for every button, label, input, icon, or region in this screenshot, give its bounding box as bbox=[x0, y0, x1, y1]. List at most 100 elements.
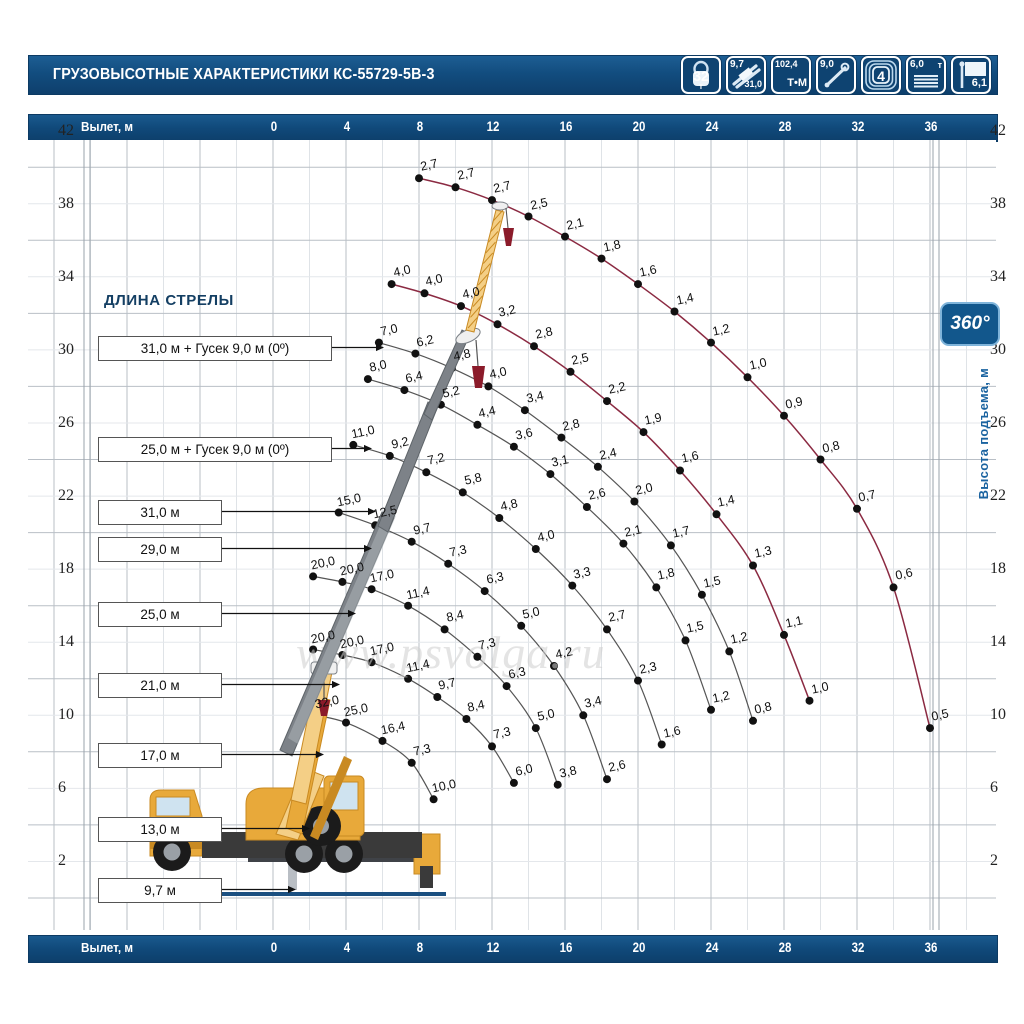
x-tick-top-28: 28 bbox=[778, 119, 792, 134]
x-tick-bottom-36: 36 bbox=[924, 940, 938, 955]
point-label: 2,5 bbox=[528, 194, 549, 213]
y-tick-right-18: 18 bbox=[990, 560, 1006, 578]
load-moment-badge-bottom-text: Т•М bbox=[787, 77, 807, 89]
point-label: 1,2 bbox=[711, 320, 731, 339]
legend-item-2[interactable]: 31,0 м bbox=[98, 500, 222, 525]
load-moment-badge-top-text: 102,4 bbox=[775, 59, 798, 69]
y-tick-left-30: 30 bbox=[58, 340, 74, 358]
y-tick-left-10: 10 bbox=[58, 706, 74, 724]
x-tick-top-32: 32 bbox=[851, 119, 865, 134]
y-tick-right-6: 6 bbox=[990, 779, 998, 797]
legend-item-5[interactable]: 21,0 м bbox=[98, 673, 222, 698]
legend-item-label: 21,0 м bbox=[140, 678, 180, 693]
x-tick-top-16: 16 bbox=[559, 119, 573, 134]
counterweight-badge: 6,0 т bbox=[906, 56, 946, 94]
jib-length-badge: 9,0 bbox=[816, 56, 856, 94]
y-tick-right-26: 26 bbox=[990, 413, 1006, 431]
y-tick-left-42: 42 bbox=[58, 121, 74, 139]
max-load-badge: 32 т bbox=[681, 56, 721, 94]
x-tick-top-4: 4 bbox=[343, 119, 351, 134]
legend-item-7[interactable]: 13,0 м bbox=[98, 817, 222, 842]
x-tick-bottom-0: 0 bbox=[270, 940, 278, 955]
boom-length-badge: 9,7 31,0 bbox=[726, 56, 766, 94]
x-tick-top-8: 8 bbox=[416, 119, 424, 134]
x-axis-top: Вылет, м 0 4 8 12 16 20 24 28 32 36 bbox=[28, 114, 998, 142]
x-tick-bottom-4: 4 bbox=[343, 940, 351, 955]
y-tick-left-26: 26 bbox=[58, 413, 74, 431]
y-tick-left-38: 38 bbox=[58, 194, 74, 212]
legend-item-4[interactable]: 25,0 м bbox=[98, 602, 222, 627]
spec-badge-group: 32 т 9,7 31,0 102,4 Т•М 9,0 4 6,0 т 6,1 bbox=[681, 56, 991, 94]
y-tick-left-34: 34 bbox=[58, 267, 74, 285]
outrigger-span-badge-bottom-text: 6,1 bbox=[971, 77, 987, 89]
y-tick-right-38: 38 bbox=[990, 194, 1006, 212]
y-tick-right-14: 14 bbox=[990, 633, 1006, 651]
legend-item-3[interactable]: 29,0 м bbox=[98, 537, 222, 562]
x-tick-bottom-8: 8 bbox=[416, 940, 424, 955]
legend-item-label: 25,0 м + Гусек 9,0 м (0º) bbox=[140, 442, 290, 457]
x-tick-bottom-32: 32 bbox=[851, 940, 865, 955]
y-tick-right-22: 22 bbox=[990, 487, 1006, 505]
x-tick-bottom-16: 16 bbox=[559, 940, 573, 955]
point-label: 2,1 bbox=[565, 214, 585, 233]
x-axis-bottom: Вылет, м 0 4 8 12 16 20 24 28 32 36 bbox=[28, 935, 998, 963]
legend-item-label: 29,0 м bbox=[140, 542, 180, 557]
x-tick-top-24: 24 bbox=[705, 119, 719, 134]
x-tick-bottom-28: 28 bbox=[778, 940, 792, 955]
x-tick-bottom-20: 20 bbox=[632, 940, 646, 955]
point-label: 1,6 bbox=[661, 722, 682, 741]
legend-item-label: 31,0 м bbox=[140, 505, 180, 520]
y-tick-right-10: 10 bbox=[990, 706, 1006, 724]
point-label: 2,0 bbox=[634, 479, 655, 498]
x-axis-top-label: Вылет, м bbox=[81, 119, 134, 134]
point-label: 1,4 bbox=[674, 289, 695, 308]
legend-item-label: 17,0 м bbox=[140, 748, 180, 763]
x-tick-top-20: 20 bbox=[632, 119, 646, 134]
legend-item-0[interactable]: 31,0 м + Гусек 9,0 м (0º) bbox=[98, 336, 332, 361]
point-label: 1,8 bbox=[601, 236, 622, 255]
y-tick-left-14: 14 bbox=[58, 633, 74, 651]
point-label: 0,8 bbox=[820, 437, 841, 456]
boom-length-badge-bottom-text: 31,0 bbox=[744, 79, 762, 89]
point-label: 2,3 bbox=[638, 658, 658, 677]
boom-sections-badge: 4 bbox=[861, 56, 901, 94]
counterweight-badge-top-text: 6,0 bbox=[910, 59, 924, 70]
load-moment-badge: 102,4 Т•М bbox=[771, 56, 811, 94]
chart-grid bbox=[28, 140, 996, 930]
x-tick-top-0: 0 bbox=[270, 119, 278, 134]
legend-arrows bbox=[222, 343, 384, 894]
outrigger-span-badge: 6,1 bbox=[951, 56, 991, 94]
point-label: 1,0 bbox=[809, 679, 830, 697]
y-tick-right-34: 34 bbox=[990, 267, 1006, 285]
title-bar: ГРУЗОВЫСОТНЫЕ ХАРАКТЕРИСТИКИ КС-55729-5В… bbox=[28, 55, 998, 95]
point-label: 6,2 bbox=[415, 331, 436, 350]
chart-plot-area: ДЛИНА СТРЕЛЫ 360° Высота подъема, м www.… bbox=[28, 122, 1006, 930]
legend-item-label: 31,0 м + Гусек 9,0 м (0º) bbox=[140, 341, 290, 356]
page-title: ГРУЗОВЫСОТНЫЕ ХАРАКТЕРИСТИКИ КС-55729-5В… bbox=[52, 66, 435, 83]
y-tick-right-2: 2 bbox=[990, 852, 998, 870]
legend-item-8[interactable]: 9,7 м bbox=[98, 878, 222, 903]
x-tick-top-12: 12 bbox=[486, 119, 500, 134]
max-load-badge-bottom-text: 32 bbox=[693, 68, 709, 84]
y-tick-left-22: 22 bbox=[58, 487, 74, 505]
boom-length-badge-top-text: 9,7 bbox=[730, 59, 744, 70]
y-tick-left-6: 6 bbox=[58, 779, 66, 797]
counterweight-badge-unit: т bbox=[937, 60, 942, 70]
legend-item-label: 9,7 м bbox=[144, 883, 176, 898]
x-axis-bottom-label: Вылет, м bbox=[81, 940, 134, 955]
legend-item-1[interactable]: 25,0 м + Гусек 9,0 м (0º) bbox=[98, 437, 332, 462]
boom-sections-badge-bottom-text: 4 bbox=[877, 68, 885, 84]
y-tick-right-42: 42 bbox=[990, 121, 1006, 139]
x-tick-bottom-24: 24 bbox=[705, 940, 719, 955]
y-tick-left-2: 2 bbox=[58, 852, 66, 870]
rotation-360-badge: 360° bbox=[940, 302, 1000, 346]
max-load-badge-unit: т bbox=[699, 82, 703, 91]
x-tick-bottom-12: 12 bbox=[486, 940, 500, 955]
legend-heading: ДЛИНА СТРЕЛЫ bbox=[104, 292, 234, 309]
jib-length-badge-top-text: 9,0 bbox=[820, 59, 834, 70]
boom-extended bbox=[279, 201, 514, 757]
y-tick-left-18: 18 bbox=[58, 560, 74, 578]
legend-item-6[interactable]: 17,0 м bbox=[98, 743, 222, 768]
legend-item-label: 13,0 м bbox=[140, 822, 180, 837]
